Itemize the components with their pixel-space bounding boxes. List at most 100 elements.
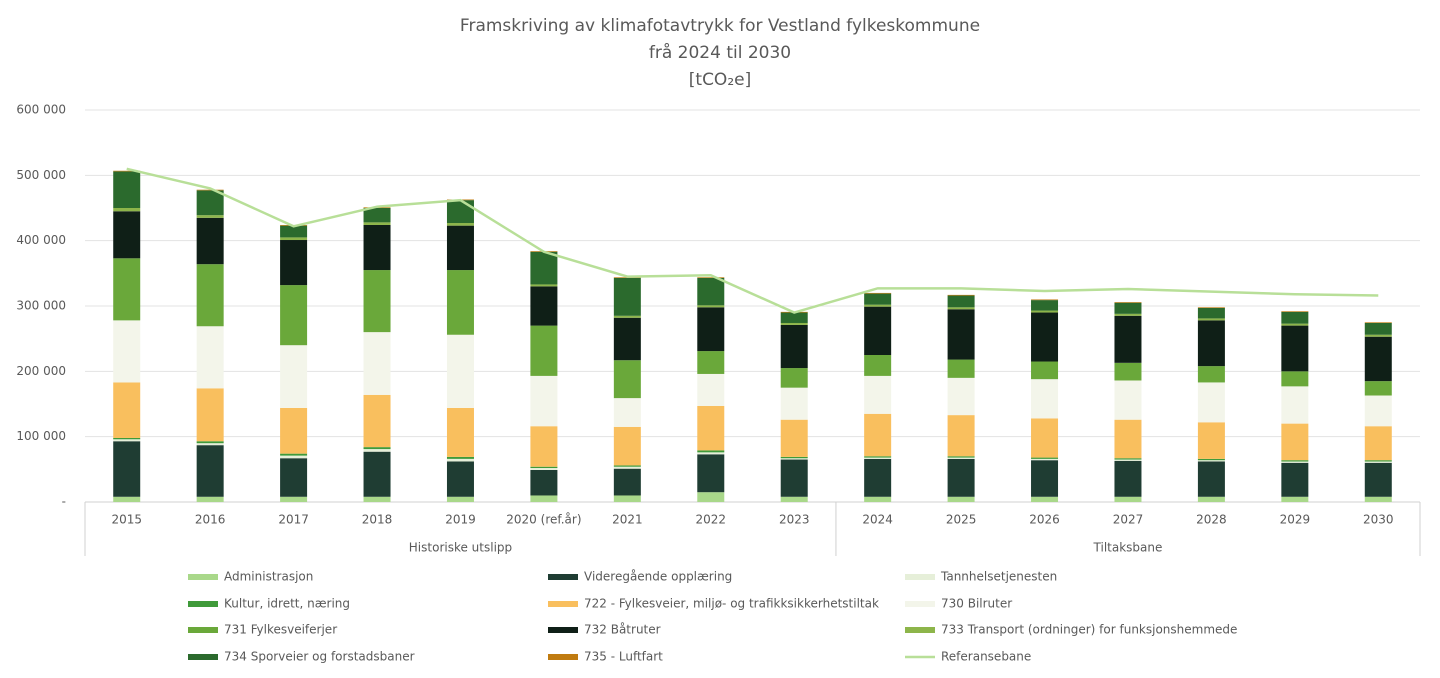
bar-segment [1197, 307, 1225, 319]
legend-swatch [188, 627, 218, 633]
y-tick-label: 300 000 [16, 299, 66, 313]
bar-segment [363, 224, 391, 271]
bar-segment [196, 326, 224, 389]
legend-label: Administrasjon [224, 570, 313, 584]
x-tick-label: 2029 [1280, 513, 1311, 527]
bar-segment [280, 285, 308, 346]
bar-segment [1031, 460, 1059, 497]
bar-segment [530, 468, 558, 470]
bar-segment [113, 208, 141, 212]
bar-segment [1364, 461, 1392, 463]
bar-segment [697, 452, 725, 455]
x-tick-label: 2023 [779, 513, 810, 527]
bar-segment [1031, 457, 1059, 459]
chart-unit: [tCO₂e] [689, 70, 751, 90]
chart-title: Framskriving av klimafotavtrykk for Vest… [460, 16, 980, 36]
bar-segment [446, 200, 474, 224]
legend-swatch [905, 627, 935, 633]
bar-segment [780, 312, 808, 323]
bar-segment [1031, 299, 1059, 301]
bar-segment [196, 496, 224, 502]
bar-segment [280, 225, 308, 238]
x-tick-label: 2016 [195, 513, 226, 527]
bar-segment [864, 375, 892, 414]
bar-segment [363, 222, 391, 225]
bar-segment [280, 453, 308, 456]
x-tick-label: 2019 [445, 513, 476, 527]
x-tick-label: 2028 [1196, 513, 1227, 527]
bar-segment [113, 171, 141, 208]
bar-segment [196, 441, 224, 444]
bar-segment [613, 398, 641, 427]
legend-label: 732 Båtruter [584, 623, 661, 637]
bar-segment [1031, 496, 1059, 502]
x-tick-label: 2017 [278, 513, 309, 527]
bar-segment [613, 317, 641, 361]
bar-segment [1197, 461, 1225, 497]
bar-segment [697, 492, 725, 502]
bar-segment [1281, 371, 1309, 387]
bar-segment [1364, 426, 1392, 461]
legend-label: Referansebane [941, 650, 1031, 664]
legend-label: Kultur, idrett, næring [224, 597, 350, 611]
bar-segment [280, 458, 308, 497]
legend-label: 735 - Luftfart [584, 650, 663, 664]
bar-segment [1364, 336, 1392, 382]
bar-segment [530, 251, 558, 285]
bar-segment [1197, 422, 1225, 459]
bar-segment [864, 456, 892, 458]
y-tick-label: 600 000 [16, 103, 66, 117]
bar-segment [1197, 382, 1225, 423]
bar-segment [864, 306, 892, 355]
bar-segment [363, 208, 391, 223]
bar-segment [613, 495, 641, 502]
bar-segment [530, 325, 558, 376]
bar-segment [280, 496, 308, 502]
bar-segment [363, 447, 391, 450]
bar-segment [363, 394, 391, 448]
x-tick-label: 2021 [612, 513, 643, 527]
bar-segment [697, 277, 725, 278]
bar-segment [1114, 380, 1142, 420]
bar-segment [697, 405, 725, 451]
bar-segment [530, 466, 558, 469]
bar-segment [947, 307, 975, 310]
bar-segment [1364, 322, 1392, 335]
bar-segment [1281, 323, 1309, 326]
bar-segment [196, 189, 224, 191]
bar-segment [446, 456, 474, 459]
bar-segment [697, 450, 725, 453]
bar-segment [530, 284, 558, 287]
bar-segment [780, 496, 808, 502]
bar-segment [1031, 312, 1059, 362]
bar-segment [1114, 302, 1142, 314]
bar-segment [780, 456, 808, 459]
bar-segment [1281, 496, 1309, 502]
bar-segment [446, 223, 474, 226]
bar-segment [947, 496, 975, 502]
legend-label: 731 Fylkesveiferjer [224, 623, 337, 637]
legend-swatch [548, 601, 578, 607]
bar-segment [280, 455, 308, 459]
bar-segment [446, 270, 474, 335]
bar-segment [113, 320, 141, 383]
bar-segment [446, 458, 474, 462]
bar-segment [530, 469, 558, 496]
bar-segment [947, 309, 975, 360]
bar-segment [864, 413, 892, 457]
bar-segment [113, 437, 141, 440]
bar-segment [864, 293, 892, 305]
bar-segment [864, 496, 892, 502]
bar-segment [780, 324, 808, 369]
bar-segment [780, 419, 808, 457]
bar-segment [530, 286, 558, 326]
bar-segment [446, 334, 474, 408]
bar-segment [1114, 459, 1142, 461]
bar-segment [446, 461, 474, 497]
legend-swatch [548, 574, 578, 580]
bar-segment [1281, 423, 1309, 461]
bar-segment [947, 295, 975, 308]
legend-swatch [548, 654, 578, 660]
x-tick-label: 2026 [1029, 513, 1060, 527]
bar-segment [1364, 462, 1392, 497]
